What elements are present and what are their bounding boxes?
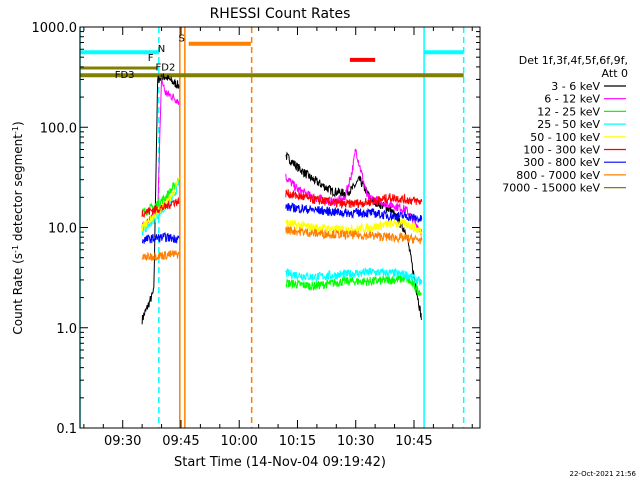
series-line bbox=[285, 266, 423, 286]
y-axis-label-part: ) bbox=[11, 121, 25, 126]
series-line bbox=[285, 226, 423, 245]
series-line bbox=[285, 217, 423, 235]
legend-entry-label: 7000 - 15000 keV bbox=[502, 182, 600, 195]
annotation-label: F bbox=[148, 53, 154, 64]
legend-entry-label: 25 - 50 keV bbox=[537, 118, 600, 131]
legend-header: Det 1f,3f,4f,5f,6f,9f, bbox=[519, 54, 628, 67]
legend-entry-label: 50 - 100 keV bbox=[530, 131, 600, 144]
series-line bbox=[285, 148, 423, 236]
series-line bbox=[141, 73, 180, 325]
y-tick-label: 10.0 bbox=[48, 222, 77, 237]
y-tick-label: 0.1 bbox=[56, 422, 77, 437]
y-axis-label-sup: -1 bbox=[11, 126, 20, 134]
x-tick-label: 10:00 bbox=[220, 434, 257, 449]
series-line bbox=[285, 189, 423, 209]
series-line bbox=[285, 202, 423, 223]
y-tick-label: 1.0 bbox=[56, 322, 77, 337]
legend-entry-label: 300 - 800 keV bbox=[523, 156, 600, 169]
series-line bbox=[141, 232, 180, 244]
y-axis-label-sup: -1 bbox=[11, 245, 20, 253]
x-tick-label: 10:15 bbox=[279, 434, 316, 449]
x-tick-label: 10:45 bbox=[395, 434, 432, 449]
legend-entry-label: 6 - 12 keV bbox=[544, 93, 600, 106]
footer-timestamp: 22-Oct-2021 21:56 bbox=[570, 470, 637, 478]
y-axis-label-part: Count Rate (s bbox=[11, 253, 25, 335]
legend-entry-label: 800 - 7000 keV bbox=[516, 169, 600, 182]
x-tick-label: 09:45 bbox=[162, 434, 199, 449]
legend: Det 1f,3f,4f,5f,6f,9f, Att 0 3 - 6 keV6 … bbox=[502, 54, 628, 195]
series-line bbox=[285, 151, 423, 321]
x-tick-label: 10:30 bbox=[337, 434, 374, 449]
series-line bbox=[141, 176, 180, 232]
chart-title: RHESSI Count Rates bbox=[210, 6, 351, 22]
legend-entry-label: 100 - 300 keV bbox=[523, 144, 600, 157]
series-layer bbox=[141, 73, 423, 325]
legend-entry-label: 12 - 25 keV bbox=[537, 105, 600, 118]
annotation-label: N bbox=[158, 44, 165, 55]
series-line bbox=[285, 274, 422, 297]
y-tick-label: 1000.0 bbox=[32, 21, 78, 36]
y-tick-label: 100.0 bbox=[40, 121, 77, 136]
series-line bbox=[141, 196, 180, 219]
plot-frame bbox=[79, 26, 481, 429]
annotation-label: S bbox=[179, 33, 185, 44]
legend-header-att: Att 0 bbox=[602, 67, 628, 80]
annotation-label: FD3 bbox=[115, 70, 135, 81]
series-line bbox=[141, 250, 180, 262]
y-axis-label-part: detector segment bbox=[11, 134, 25, 245]
x-tick-label: 09:30 bbox=[104, 434, 141, 449]
legend-entry-label: 3 - 6 keV bbox=[551, 80, 600, 93]
annotation-label: FD2 bbox=[156, 62, 176, 73]
y-axis-label: Count Rate (s-1 detector segment-1) bbox=[11, 121, 26, 334]
x-axis-label: Start Time (14-Nov-04 09:19:42) bbox=[174, 455, 386, 470]
axis-ticks: 09:30 09:45 10:00 10:15 10:30 10:45 0.1 1.0 10.0… bbox=[32, 21, 480, 449]
